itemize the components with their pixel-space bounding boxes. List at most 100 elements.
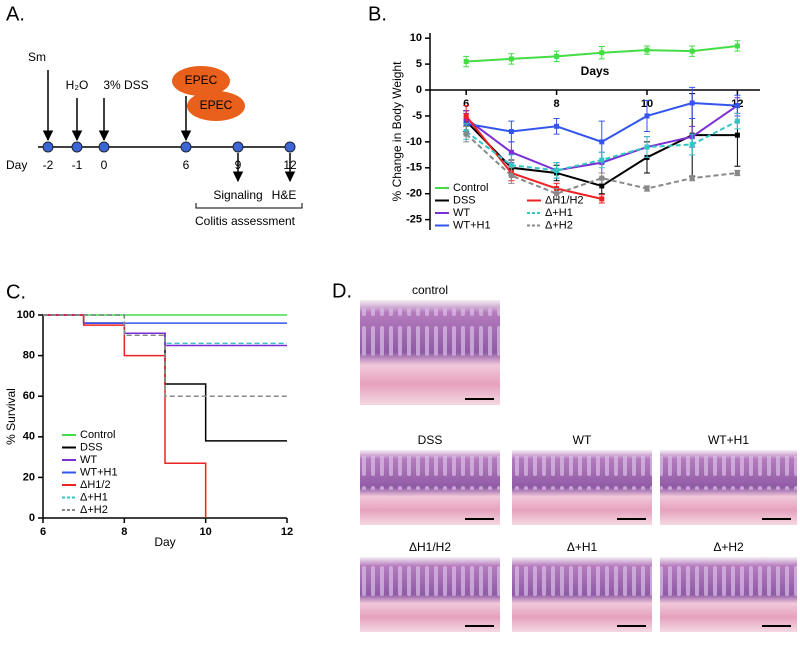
crypt-texture [512, 456, 652, 490]
panel-a: A. Sm H₂O 3% DSS EPEC EPEC Day -2 -1 0 6… [6, 3, 303, 228]
point [554, 191, 560, 197]
day: -2 [43, 158, 54, 172]
panel-label: B. [368, 3, 387, 25]
y-tick-label: 5 [416, 58, 422, 70]
image-label: Δ+H1 [567, 540, 598, 554]
y-tick-label: 60 [23, 390, 35, 402]
day: 6 [183, 158, 190, 172]
bracket [195, 203, 303, 209]
crypt-texture [360, 308, 500, 356]
legend-label: Δ+H2 [545, 219, 573, 231]
point [599, 183, 605, 189]
infection: EPEC [200, 98, 233, 112]
legend-label: Δ+H2 [80, 504, 108, 516]
day-label: Day [6, 158, 27, 172]
image-label: WT [573, 433, 592, 447]
x-tick-label: 6 [40, 526, 46, 538]
legend-label: ΔH1/2 [80, 479, 111, 491]
legend-label: WT+H1 [80, 466, 118, 478]
point [689, 48, 695, 54]
point [689, 100, 695, 106]
point [463, 131, 469, 137]
y-axis-label: % Change in Body Weight [390, 61, 404, 202]
image-grid: control DSS WT WT+H1 ΔH1/H2 Δ+H1 Δ+H2 [360, 283, 797, 632]
x-tick-label: 12 [281, 526, 293, 538]
legend-label: Control [80, 429, 115, 441]
point [734, 43, 740, 49]
legend-label: Δ+H1 [80, 491, 108, 503]
y-tick-label: 100 [17, 309, 35, 321]
y-tick-label: 40 [23, 431, 35, 443]
infection: EPEC [185, 73, 218, 87]
point [599, 139, 605, 145]
point [508, 129, 514, 134]
point [508, 173, 514, 179]
legend-label: DSS [80, 441, 103, 453]
x-tick-label: 10 [200, 526, 212, 538]
y-tick-label: -25 [406, 214, 422, 226]
point [554, 167, 560, 173]
y-tick-label: -5 [412, 110, 422, 122]
series-line [465, 115, 603, 200]
legend-label: ΔH1/H2 [545, 194, 584, 206]
legend-label: Control [453, 182, 488, 194]
crypt-texture [660, 456, 797, 490]
y-tick-label: -15 [406, 162, 422, 174]
legend-label: DSS [453, 194, 476, 206]
epec-badge [187, 91, 245, 121]
assay: Signaling [213, 188, 262, 202]
survival-curve [43, 314, 287, 345]
treatment: 3% DSS [103, 78, 148, 92]
crypt-texture [660, 563, 797, 597]
point [734, 170, 740, 176]
y-tick-label: 80 [23, 350, 35, 362]
point [599, 50, 605, 56]
point [463, 113, 469, 119]
crypt-texture [360, 456, 500, 490]
legend-label: Δ+H1 [545, 207, 573, 219]
point [644, 47, 650, 53]
point [644, 144, 650, 150]
panel-d: D. control DSS WT WT+H1 ΔH1/H2 Δ+H1 Δ+H2 [332, 280, 797, 632]
y-tick-label: 20 [23, 471, 35, 483]
y-tick-label: -10 [406, 136, 422, 148]
x-tick-label: 8 [554, 98, 560, 110]
x-axis-label: Days [581, 64, 610, 78]
point [689, 141, 695, 147]
point [508, 56, 514, 62]
x-axis-label: Day [154, 535, 175, 549]
survival-curve [43, 314, 287, 324]
x-tick-label: 8 [121, 526, 127, 538]
panel-label: A. [6, 3, 25, 25]
y-tick-label: 10 [410, 32, 422, 44]
point [599, 196, 605, 202]
y-tick-label: -20 [406, 188, 422, 200]
point [734, 118, 740, 124]
point [463, 59, 469, 65]
legend-label: WT [80, 454, 97, 466]
point [599, 157, 605, 163]
point [734, 132, 740, 138]
y-tick-label: 0 [29, 512, 35, 524]
image-label: control [412, 283, 448, 297]
point [644, 113, 650, 119]
day-dots [42, 141, 296, 153]
survival-curve [43, 314, 207, 518]
assessment: Colitis assessment [195, 214, 296, 228]
day: -1 [72, 158, 83, 172]
point [508, 162, 514, 168]
image-label: Δ+H2 [713, 540, 744, 554]
assay: H&E [272, 188, 297, 202]
y-tick-label: 0 [416, 84, 422, 96]
image-label: WT+H1 [708, 433, 749, 447]
x-tick-label: 6 [463, 98, 469, 110]
y-axis-label: % Survival [4, 388, 18, 445]
day: 0 [101, 158, 108, 172]
crypt-texture [512, 563, 652, 597]
point [554, 53, 560, 59]
panel-label: D. [332, 280, 352, 302]
epec-badge [172, 66, 230, 96]
image-label: ΔH1/H2 [409, 540, 451, 554]
panel-label: C. [6, 281, 26, 303]
